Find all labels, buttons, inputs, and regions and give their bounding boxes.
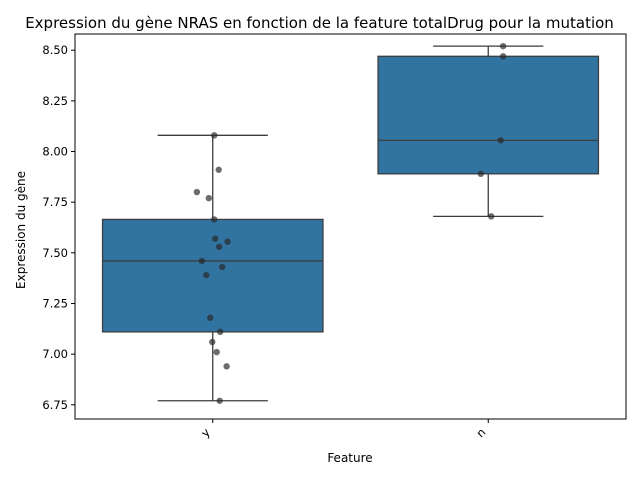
data-point [203, 271, 210, 279]
data-point [223, 363, 230, 370]
y-tick-label: 7.00 [42, 347, 68, 361]
data-point [497, 137, 504, 144]
data-point [211, 216, 218, 223]
y-axis-label: Expression du gène [14, 171, 28, 289]
box-iqr-n [377, 55, 600, 175]
data-point [209, 338, 216, 346]
y-tick-label: 7.50 [42, 246, 68, 260]
data-point [212, 235, 219, 242]
data-point [224, 238, 231, 245]
plot-area [101, 42, 600, 404]
y-tick-label: 7.75 [42, 195, 68, 209]
data-point [207, 314, 214, 321]
data-point [198, 257, 206, 265]
data-point [215, 243, 223, 250]
y-tick-label: 8.25 [42, 94, 68, 108]
data-point [499, 42, 507, 50]
y-tick-label: 6.75 [42, 398, 68, 412]
data-point [477, 170, 485, 178]
data-point [499, 53, 507, 60]
x-axis-label: Feature [327, 451, 372, 465]
data-point [218, 263, 226, 271]
chart-title: Expression du gène NRAS en fonction de l… [25, 14, 614, 32]
box-iqr-y [101, 218, 324, 333]
data-point [193, 188, 201, 196]
data-point [205, 194, 212, 202]
y-tick-label: 7.25 [42, 297, 68, 311]
data-point [211, 132, 218, 139]
data-point [215, 166, 222, 173]
data-point [213, 348, 220, 356]
data-point [488, 213, 495, 220]
data-point [216, 328, 224, 336]
y-tick-label: 8.50 [42, 43, 68, 57]
data-point [216, 397, 223, 404]
axes-frame [74, 33, 627, 420]
y-tick-label: 8.00 [42, 145, 68, 159]
